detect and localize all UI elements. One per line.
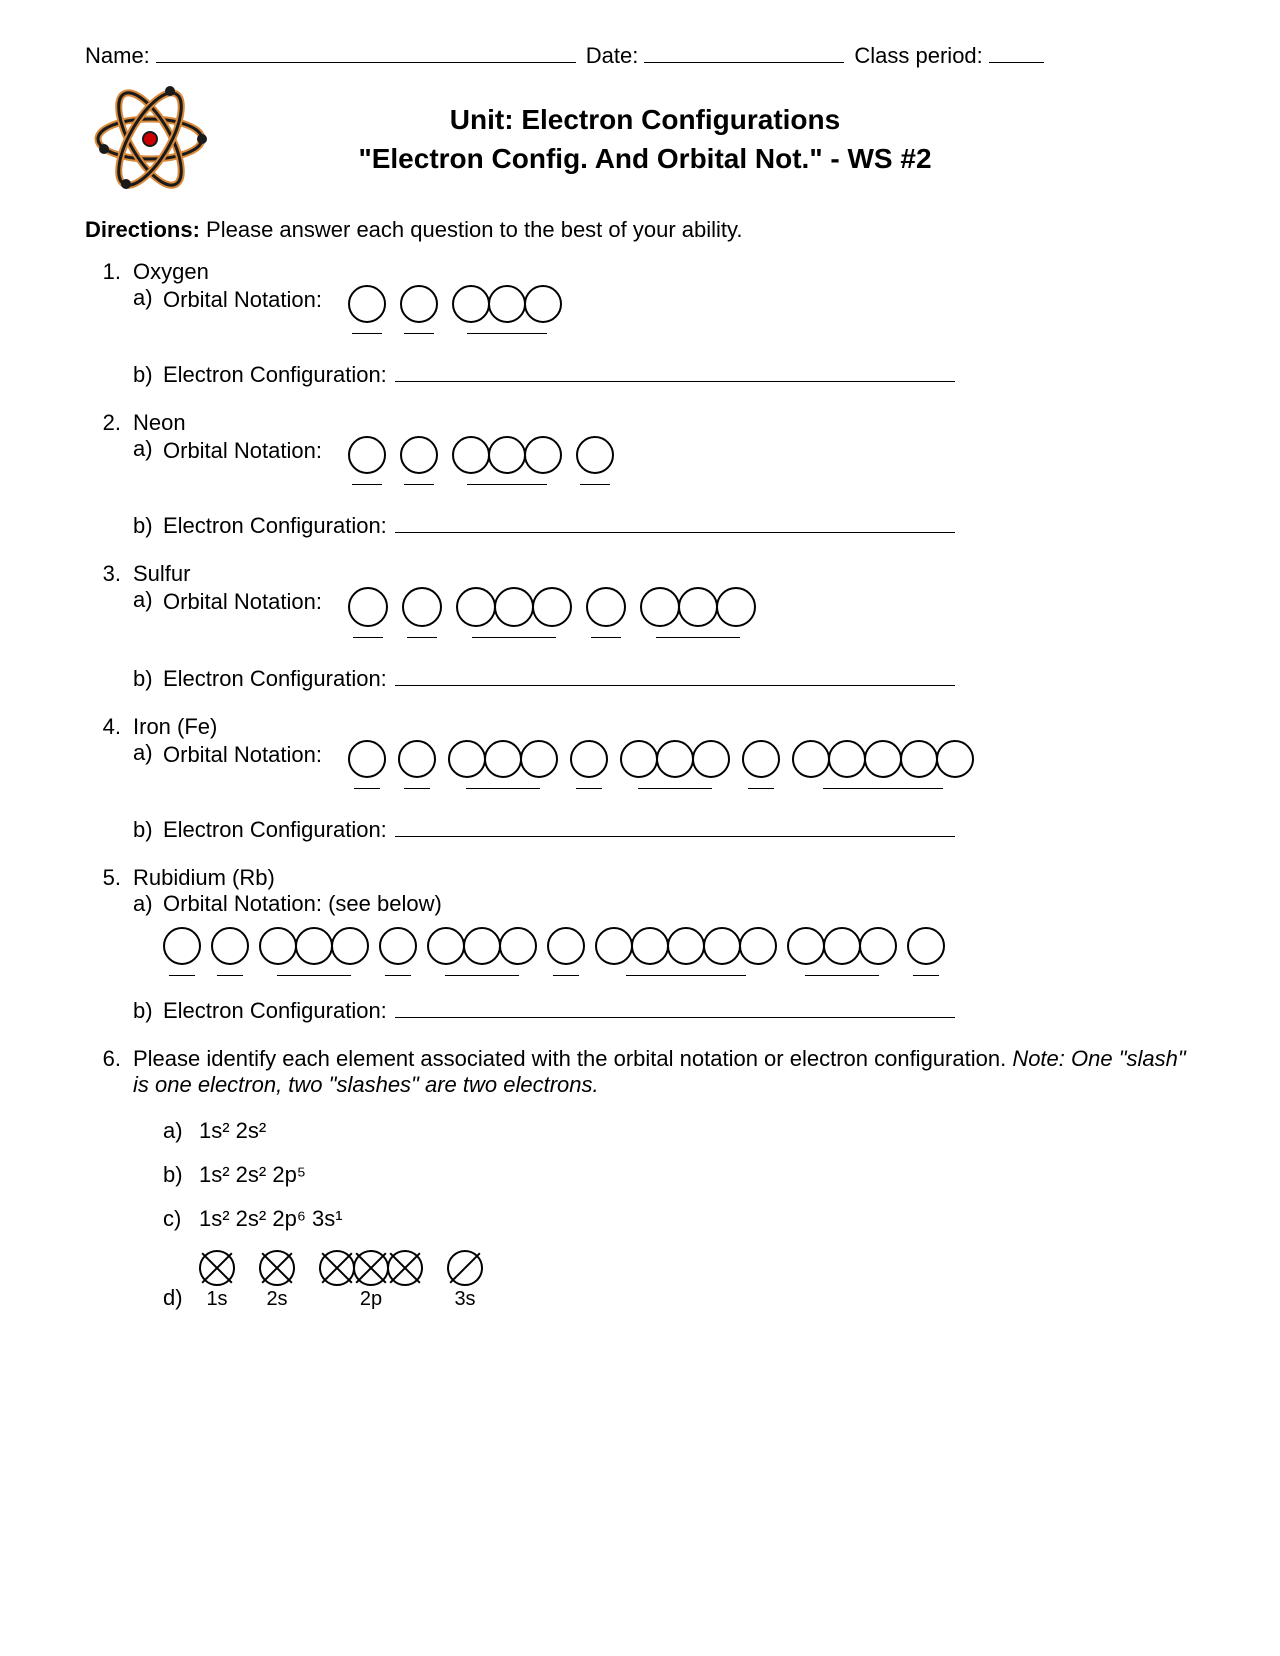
title-line1: Unit: Electron Configurations bbox=[225, 100, 1065, 139]
atom-icon bbox=[85, 79, 215, 199]
q4-ec-label: Electron Configuration: bbox=[163, 817, 387, 843]
q2-name: Neon bbox=[133, 410, 1195, 436]
q6-c-label: c) bbox=[163, 1206, 199, 1232]
q6-num: 6. bbox=[85, 1046, 133, 1329]
worksheet-page: Name: Date: Class period: bbox=[0, 0, 1280, 1656]
q6-c: 1s² 2s² 2p⁶ 3s¹ bbox=[199, 1206, 343, 1232]
question-3: 3. Sulfur a) Orbital Notation: b) bbox=[85, 561, 1195, 702]
q3-orbitals[interactable] bbox=[348, 587, 756, 638]
q1-orbitals[interactable] bbox=[348, 285, 562, 334]
title-line2: "Electron Config. And Orbital Not." - WS… bbox=[225, 139, 1065, 178]
header-fields: Name: Date: Class period: bbox=[85, 40, 1195, 69]
q4-b-label: b) bbox=[133, 817, 163, 843]
q4-name: Iron (Fe) bbox=[133, 714, 1195, 740]
q6-note-label: Note: bbox=[1012, 1046, 1065, 1071]
question-2: 2. Neon a) Orbital Notation: b) Electron… bbox=[85, 410, 1195, 549]
q2-num: 2. bbox=[85, 410, 133, 549]
q5-name: Rubidium (Rb) bbox=[133, 865, 1195, 891]
q6-prompt: Please identify each element associated … bbox=[133, 1046, 1012, 1071]
q6-d-2p: 2p bbox=[360, 1288, 382, 1311]
q4-a-label: a) bbox=[133, 740, 163, 766]
date-blank[interactable] bbox=[644, 40, 844, 63]
q2-ec-blank[interactable] bbox=[395, 532, 955, 533]
q6-a-label: a) bbox=[163, 1118, 199, 1144]
q5-a-label: a) bbox=[133, 891, 163, 917]
q4-num: 4. bbox=[85, 714, 133, 853]
q6-a: 1s² 2s² bbox=[199, 1118, 266, 1144]
q4-orbitals[interactable] bbox=[348, 740, 974, 789]
period-label: Class period: bbox=[854, 43, 982, 69]
q5-orbitals[interactable] bbox=[163, 927, 1195, 976]
question-1: 1. Oxygen a) Orbital Notation: b) Electr… bbox=[85, 259, 1195, 398]
question-5: 5. Rubidium (Rb) a) Orbital Notation: (s… bbox=[85, 865, 1195, 1034]
question-4: 4. Iron (Fe) a) Orbital Notation: bbox=[85, 714, 1195, 853]
q3-b-label: b) bbox=[133, 666, 163, 692]
q4-orbital-label: Orbital Notation: bbox=[163, 740, 348, 768]
q1-ec-label: Electron Configuration: bbox=[163, 362, 387, 388]
q3-a-label: a) bbox=[133, 587, 163, 613]
q5-orbital-label: Orbital Notation: (see below) bbox=[163, 891, 442, 917]
q5-num: 5. bbox=[85, 865, 133, 1034]
q1-orbital-label: Orbital Notation: bbox=[163, 285, 348, 313]
q2-ec-label: Electron Configuration: bbox=[163, 513, 387, 539]
q5-ec-label: Electron Configuration: bbox=[163, 998, 387, 1024]
q5-b-label: b) bbox=[133, 998, 163, 1024]
q2-a-label: a) bbox=[133, 436, 163, 462]
q2-b-label: b) bbox=[133, 513, 163, 539]
q3-ec-blank[interactable] bbox=[395, 685, 955, 686]
q4-ec-blank[interactable] bbox=[395, 836, 955, 837]
q1-num: 1. bbox=[85, 259, 133, 398]
period-blank[interactable] bbox=[989, 40, 1044, 63]
q3-name: Sulfur bbox=[133, 561, 1195, 587]
q5-ec-blank[interactable] bbox=[395, 1017, 955, 1018]
name-label: Name: bbox=[85, 43, 150, 69]
q6-b-label: b) bbox=[163, 1162, 199, 1188]
q6-d-1s: 1s bbox=[206, 1288, 227, 1311]
title-text: Unit: Electron Configurations "Electron … bbox=[225, 100, 1195, 178]
q1-b-label: b) bbox=[133, 362, 163, 388]
directions-text: Please answer each question to the best … bbox=[200, 217, 743, 242]
directions: Directions: Please answer each question … bbox=[85, 217, 1195, 243]
title-block: Unit: Electron Configurations "Electron … bbox=[85, 79, 1195, 199]
q3-num: 3. bbox=[85, 561, 133, 702]
directions-label: Directions: bbox=[85, 217, 200, 242]
q3-ec-label: Electron Configuration: bbox=[163, 666, 387, 692]
q6-d-3s: 3s bbox=[454, 1288, 475, 1311]
date-label: Date: bbox=[586, 43, 639, 69]
q2-orbitals[interactable] bbox=[348, 436, 614, 485]
q3-orbital-label: Orbital Notation: bbox=[163, 587, 348, 615]
q2-orbital-label: Orbital Notation: bbox=[163, 436, 348, 464]
q1-name: Oxygen bbox=[133, 259, 1195, 285]
q6-b: 1s² 2s² 2p⁵ bbox=[199, 1162, 306, 1188]
q6-d-orbitals: 1s 2s 2p 3s bbox=[199, 1250, 495, 1311]
q6-d-label: d) bbox=[163, 1285, 199, 1311]
q6-d-2s: 2s bbox=[266, 1288, 287, 1311]
q1-a-label: a) bbox=[133, 285, 163, 311]
q1-ec-blank[interactable] bbox=[395, 381, 955, 382]
name-blank[interactable] bbox=[156, 40, 576, 63]
question-6: 6. Please identify each element associat… bbox=[85, 1046, 1195, 1329]
